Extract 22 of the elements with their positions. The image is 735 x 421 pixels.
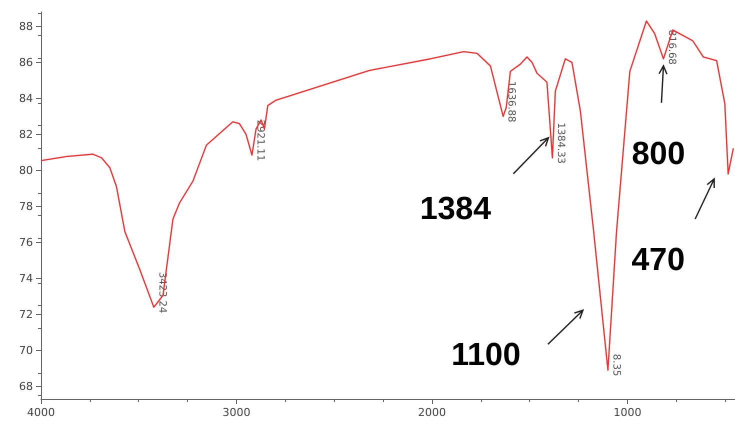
- y-tick-label: 80: [19, 164, 33, 177]
- annotation: 800: [632, 134, 686, 171]
- x-tick-label: 2000: [418, 406, 446, 419]
- x-tick-label: 3000: [222, 406, 250, 419]
- y-tick-label: 76: [19, 236, 33, 249]
- annotation: 470: [631, 241, 685, 277]
- y-tick-label: 74: [19, 272, 33, 285]
- y-tick-label: 72: [19, 308, 33, 321]
- x-tick-label: 4000: [27, 406, 55, 419]
- annotation: 1384.33: [554, 122, 566, 164]
- y-tick-label: 70: [19, 344, 33, 357]
- annotation: 1100: [451, 336, 521, 372]
- y-tick-label: 86: [19, 56, 33, 69]
- y-tick-label: 88: [19, 20, 33, 33]
- y-tick-label: 78: [19, 200, 33, 213]
- y-tick-label: 82: [19, 128, 33, 141]
- annotation: 1384: [420, 190, 492, 226]
- annotation: 8.35: [610, 354, 622, 376]
- annotation: 1636.88: [506, 81, 517, 122]
- y-tick-label: 68: [19, 380, 33, 393]
- x-tick-label: 1000: [613, 406, 642, 419]
- y-tick-label: 84: [19, 92, 33, 105]
